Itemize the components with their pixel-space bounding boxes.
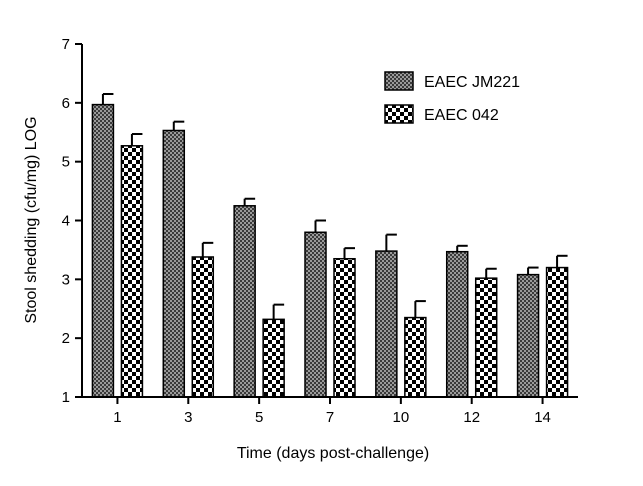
bar-eaec-042-day-14 xyxy=(545,266,569,398)
x-axis-ticks: 1 3 5 7 10 12 14 xyxy=(113,397,551,426)
bar-eaec-jm221-day-5 xyxy=(233,205,256,398)
y-tick-label: 4 xyxy=(62,213,70,230)
y-tick-label: 1 xyxy=(62,389,70,406)
bar-eaec-jm221-day-14 xyxy=(516,273,540,398)
x-tick-label: 1 xyxy=(113,409,121,426)
y-tick-label: 5 xyxy=(62,154,70,171)
x-tick-label: 7 xyxy=(326,409,334,426)
bar-eaec-jm221-day-12 xyxy=(445,250,469,398)
x-tick-label: 12 xyxy=(463,409,480,426)
bar-eaec-042-day-5 xyxy=(262,318,285,398)
x-tick-label: 3 xyxy=(184,409,192,426)
bar-eaec-042-day-3 xyxy=(191,256,215,398)
legend-swatch-eaec-jm221 xyxy=(384,71,414,91)
bar-eaec-042-day-7 xyxy=(333,257,356,398)
bar-eaec-042-day-10 xyxy=(404,316,427,398)
bar-eaec-jm221-day-3 xyxy=(162,129,186,398)
bar-eaec-042-day-1 xyxy=(120,145,144,398)
legend-label-eaec-jm221: EAEC JM221 xyxy=(424,74,520,91)
legend: EAEC JM221 EAEC 042 xyxy=(384,71,520,124)
x-tick-label: 5 xyxy=(255,409,263,426)
bar-eaec-042-day-12 xyxy=(474,277,498,398)
x-tick-label: 14 xyxy=(534,409,551,426)
y-tick-label: 7 xyxy=(62,36,70,53)
y-tick-label: 3 xyxy=(62,271,70,288)
legend-swatch-eaec-042 xyxy=(384,104,414,124)
bar-eaec-jm221-day-1 xyxy=(91,103,115,398)
plot-area xyxy=(91,93,569,398)
x-axis-title: Time (days post-challenge) xyxy=(237,445,429,462)
bar-eaec-jm221-day-7 xyxy=(304,231,327,398)
legend-label-eaec-042: EAEC 042 xyxy=(424,107,499,124)
x-tick-label: 10 xyxy=(393,409,410,426)
y-tick-label: 2 xyxy=(62,330,70,347)
y-tick-label: 6 xyxy=(62,95,70,112)
bar-eaec-jm221-day-10 xyxy=(375,250,398,398)
y-axis-ticks: 1 2 3 4 5 6 7 xyxy=(62,36,82,406)
y-axis-title: Stool shedding (cfu/mg) LOG xyxy=(23,116,40,323)
